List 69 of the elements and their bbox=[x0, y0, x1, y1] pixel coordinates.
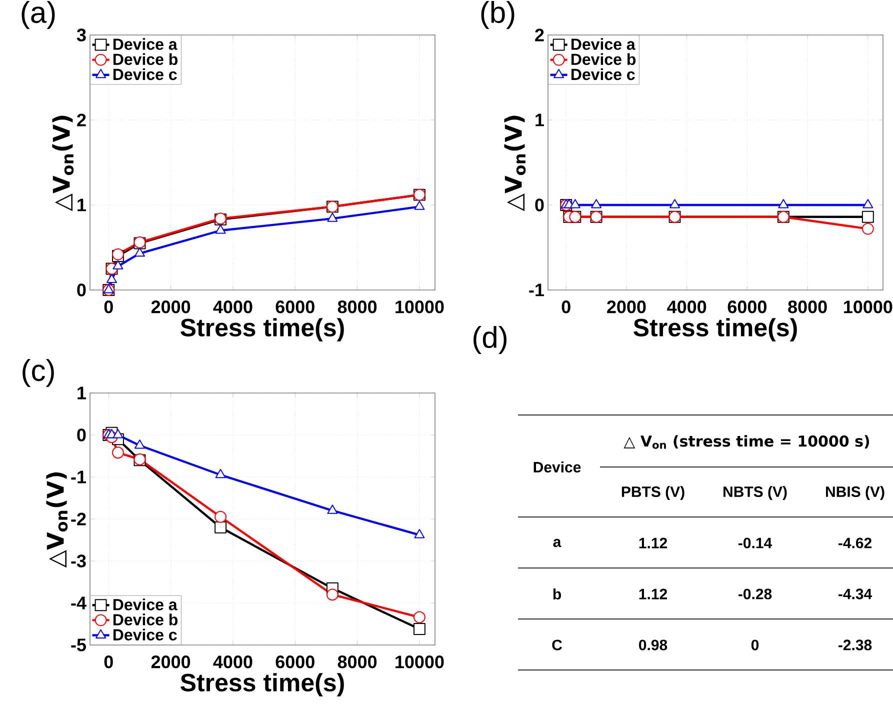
x-tick-label: 8000 bbox=[338, 656, 377, 668]
x-tick-label: 10000 bbox=[396, 656, 444, 668]
text: NBTS (V) bbox=[724, 486, 787, 500]
y-tick-label: 3 bbox=[76, 28, 86, 42]
text: △ V$_{on}$ (stress time = 10000 s) bbox=[624, 435, 870, 449]
text: b bbox=[553, 588, 561, 600]
y-tick-label: 0 bbox=[77, 284, 86, 296]
legend-label: Device b bbox=[571, 53, 636, 66]
text: 0.98 bbox=[639, 640, 668, 650]
text: -0.28 bbox=[738, 588, 772, 600]
text: (d) bbox=[474, 326, 506, 354]
y-tick-label: -1 bbox=[71, 470, 86, 484]
x-axis-title: Stress time(s) bbox=[180, 673, 344, 696]
y-tick-label: 1 bbox=[536, 114, 544, 126]
text: -0.14 bbox=[738, 538, 772, 548]
text: NBIS (V) bbox=[826, 486, 884, 500]
y-tick-label: 2 bbox=[535, 28, 544, 42]
text: 1.12 bbox=[639, 538, 667, 548]
legend-label: Device b bbox=[113, 614, 178, 626]
x-tick-label: 0 bbox=[104, 300, 113, 314]
x-tick-label: 4000 bbox=[667, 300, 706, 314]
chart-title: (b) bbox=[481, 1, 514, 29]
text: a bbox=[553, 538, 562, 548]
x-tick-label: 0 bbox=[562, 300, 570, 314]
chart-title: (c) bbox=[22, 359, 54, 388]
x-tick-label: 6000 bbox=[276, 656, 314, 668]
x-tick-label: 4000 bbox=[213, 656, 252, 668]
y-tick-label: 0 bbox=[77, 428, 86, 442]
y-tick-label: -2 bbox=[71, 512, 86, 526]
legend-label: Device a bbox=[113, 598, 178, 610]
text: 1.12 bbox=[639, 588, 667, 600]
text: 0 bbox=[751, 640, 759, 650]
text: C bbox=[552, 640, 562, 650]
y-tick-label: 0 bbox=[535, 198, 544, 212]
y-tick-label: -5 bbox=[71, 638, 86, 652]
x-tick-label: 2000 bbox=[607, 300, 646, 314]
legend-label: Device a bbox=[571, 38, 636, 50]
x-tick-label: 6000 bbox=[276, 300, 314, 314]
y-tick-label: -4 bbox=[71, 596, 86, 610]
x-axis-title: Stress time(s) bbox=[180, 318, 344, 342]
x-tick-label: 8000 bbox=[338, 300, 377, 314]
legend-label: Device b bbox=[113, 53, 178, 66]
legend-label: Device c bbox=[571, 68, 635, 80]
y-axis-title: △V$_{on}$(V) bbox=[504, 116, 526, 212]
y-tick-label: 2 bbox=[77, 114, 86, 126]
legend-label: Device c bbox=[113, 68, 177, 80]
x-tick-label: 0 bbox=[104, 656, 113, 668]
text: -2.38 bbox=[838, 640, 872, 650]
text: -4.62 bbox=[838, 538, 872, 548]
legend-label: Device a bbox=[113, 38, 178, 50]
text: PBTS (V) bbox=[622, 486, 684, 500]
x-tick-label: 8000 bbox=[788, 300, 827, 314]
text: Device bbox=[534, 461, 581, 472]
x-axis-title: Stress time(s) bbox=[634, 318, 797, 342]
y-tick-label: 1 bbox=[78, 386, 86, 400]
y-tick-label: -1 bbox=[529, 284, 544, 296]
x-tick-label: 10000 bbox=[396, 300, 444, 314]
y-axis-title: △V$_{on}$(V) bbox=[52, 116, 74, 212]
legend-label: Device c bbox=[113, 628, 177, 640]
x-tick-label: 6000 bbox=[728, 300, 766, 314]
chart-title: (a) bbox=[22, 1, 55, 29]
x-tick-label: 4000 bbox=[213, 300, 252, 314]
x-tick-label: 2000 bbox=[151, 300, 190, 314]
y-axis-title: △V$_{on}$(V) bbox=[46, 472, 68, 568]
x-tick-label: 2000 bbox=[151, 656, 190, 668]
x-tick-label: 10000 bbox=[844, 300, 892, 314]
y-tick-label: 1 bbox=[78, 198, 86, 212]
y-tick-label: -3 bbox=[71, 554, 86, 568]
text: -4.34 bbox=[838, 588, 872, 600]
